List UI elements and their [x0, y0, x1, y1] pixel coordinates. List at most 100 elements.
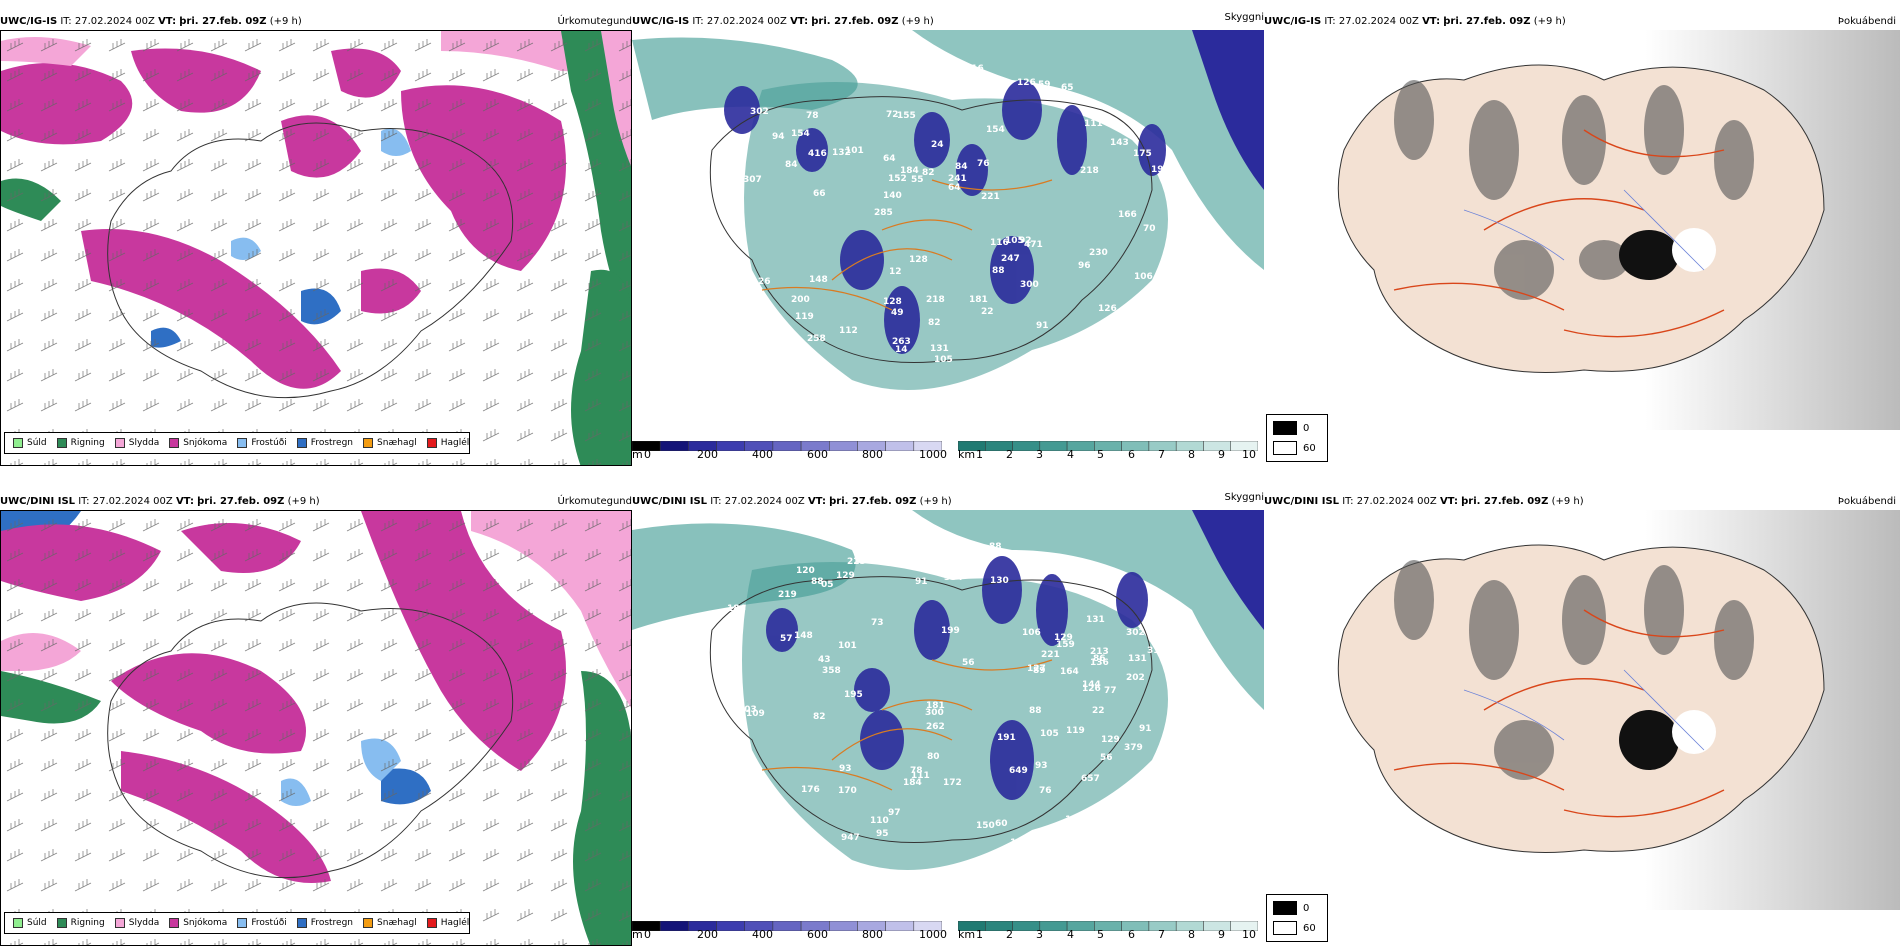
colorbar-km-svg [957, 920, 1259, 932]
cloud-base-label: 72 [886, 110, 899, 120]
cloud-base-label: 78 [910, 766, 923, 776]
row1-fog-title: Þokuábendi [1837, 16, 1896, 27]
cloud-base-label: 64 [948, 183, 961, 193]
legend-item: Haglél [426, 918, 469, 928]
cloud-base-label: 56 [1100, 753, 1113, 763]
cloud-base-label: 218 [926, 295, 945, 305]
cloud-base-label: 43 [818, 655, 831, 665]
cloud-base-label: 206 [884, 61, 903, 71]
legend-item: Slydda [114, 918, 159, 928]
cloud-base-label: 93 [839, 764, 852, 774]
cloud-base-label: 92 [1019, 236, 1032, 246]
cloud-base-label: 120 [796, 566, 815, 576]
row2-fog-title: Þokuábendi [1837, 496, 1896, 507]
cloud-base-label: 64 [883, 154, 896, 164]
row1-fog-map [1264, 30, 1900, 430]
cloud-base-label: 358 [822, 666, 841, 676]
row2-cloud-map: 657 302 178 199 223 213 170 148 131 184 144 95 208 21… [632, 510, 1264, 910]
cloud-base-label: 22 [1092, 706, 1105, 716]
cloud-base-label: 86 [1093, 654, 1106, 664]
cloud-base-label: 77 [1104, 686, 1117, 696]
row1-cloud-header: UWC/IG-IS IT: 27.02.2024 00Z VT: þri. 27… [632, 16, 934, 27]
cloud-base-label: 91 [1139, 724, 1152, 734]
cloud-base-label: 144 [1082, 680, 1101, 690]
cloud-base-label: 56 [962, 658, 975, 668]
legend-item: Snjókoma [169, 438, 227, 448]
cloud-base-label: 26 [758, 277, 771, 287]
row2-fog-legend: 0 60 [1266, 894, 1328, 942]
cloud-base-label: 129 [836, 571, 855, 581]
cloud-base-label: 184 [900, 166, 919, 176]
colorbar-km-svg [957, 440, 1259, 452]
row1-fog-legend: 0 60 [1266, 414, 1328, 462]
row1-fog-header: UWC/IG-IS IT: 27.02.2024 00Z VT: þri. 27… [1264, 16, 1566, 27]
row1-precip-legend: Súld Rigning Slydda Snjókoma Frostúði Fr… [4, 432, 470, 454]
cloud-base-label: 101 [845, 146, 864, 156]
cloud-base-label: 181 [969, 295, 988, 305]
cloud-base-label: 300 [1020, 280, 1039, 290]
row2-fog-header: UWC/DINI ISL IT: 27.02.2024 00Z VT: þri.… [1264, 496, 1584, 507]
colorbar-km-unit: km [958, 928, 976, 941]
cloud-base-label: 59 [1038, 80, 1051, 90]
cloud-base-label: 262 [926, 722, 945, 732]
cloud-base-label: 116 [990, 238, 1009, 248]
cloud-base-label: 130 [990, 576, 1009, 586]
cloud-base-label: 154 [791, 129, 810, 139]
cloud-base-label: 116 [965, 64, 984, 74]
cloud-base-label: 159 [1056, 640, 1075, 650]
row1-cloud-panel: UWC/IG-IS IT: 27.02.2024 00Z VT: þri. 27… [631, 12, 1264, 466]
cloud-base-label: 140 [883, 191, 902, 201]
cloud-base-label: 61 [713, 152, 726, 162]
colorbar-km-unit: km [958, 448, 976, 461]
cloud-base-label: 76 [977, 159, 990, 169]
cloud-base-label: 223 [847, 557, 866, 567]
cloud-base-label: 178 [1120, 788, 1139, 798]
cloud-base-label: 247 [1001, 254, 1020, 264]
cloud-base-label: 127 [1027, 664, 1046, 674]
cloud-base-label: 12 [889, 267, 902, 277]
legend-item: Frostregn [296, 438, 353, 448]
cloud-base-label: 82 [928, 318, 941, 328]
cloud-base-label: 67 [907, 54, 920, 64]
cloud-base-label: 131 [1128, 654, 1147, 664]
cloud-base-label: 263 [892, 337, 911, 347]
cloud-base-label: 110 [870, 816, 889, 826]
cloud-base-label: 176 [801, 785, 820, 795]
cloud-base-label: 22 [981, 307, 994, 317]
row2-fog-panel: UWC/DINI ISL IT: 27.02.2024 00Z VT: þri.… [1264, 494, 1900, 946]
cloud-base-label: 154 [986, 125, 1005, 135]
cloud-base-label: 97 [888, 808, 901, 818]
row1-cloud-title: Skyggni [1224, 12, 1264, 23]
cloud-base-label: 172 [943, 778, 962, 788]
cloud-base-label: 379 [1124, 743, 1143, 753]
row1-precip-panel: UWC/IG-IS IT: 27.02.2024 00Z VT: þri. 27… [0, 14, 632, 466]
cloud-base-label: 119 [795, 312, 814, 322]
cloud-base-label: 199 [1151, 165, 1170, 175]
cloud-base-label: 126 [1017, 78, 1036, 88]
cloud-base-label: 82 [922, 168, 935, 178]
cloud-base-label: 155 [897, 111, 916, 121]
row2-precip-map [0, 510, 632, 946]
cloud-base-label: 184 [903, 778, 922, 788]
cloud-base-label: 148 [1065, 815, 1084, 825]
cloud-base-label: 170 [838, 786, 857, 796]
cloud-base-label: 101 [1010, 838, 1029, 848]
cloud-base-label: 218 [1080, 166, 1099, 176]
cloud-base-label: 129 [1054, 633, 1073, 643]
cloud-base-label: 75 [946, 567, 959, 577]
cloud-base-label: 148 [809, 275, 828, 285]
cloud-base-label: 105 [1040, 729, 1059, 739]
cloud-base-label: 307 [743, 175, 762, 185]
cloud-base-label: 144 [1068, 338, 1087, 348]
cloud-base-label: 126 [1098, 304, 1117, 314]
cloud-base-label: 73 [871, 618, 884, 628]
cloud-base-label: 94 [772, 132, 785, 142]
cloud-base-label: 78 [806, 111, 819, 121]
legend-item: Súld [13, 438, 47, 448]
cloud-base-label: 57 [780, 634, 793, 644]
legend-item: Rigning [56, 438, 105, 448]
cloud-base-label: 131 [1086, 615, 1105, 625]
colorbar-km-ticks: 1 2 3 4 5 6 7 8 9 10 [976, 928, 1256, 941]
cloud-base-label: 95 [969, 551, 982, 561]
row2-precip-legend: Súld Rigning Slydda Snjókoma Frostúði Fr… [4, 912, 470, 934]
